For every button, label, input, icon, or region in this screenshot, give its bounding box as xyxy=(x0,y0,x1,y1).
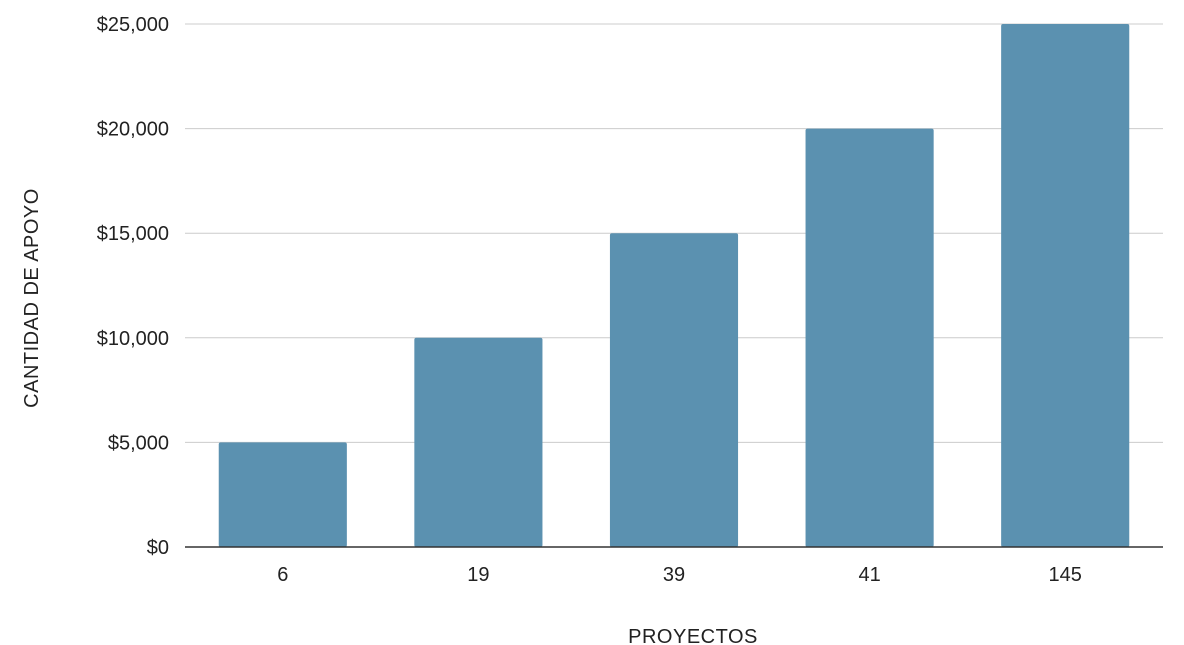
bar xyxy=(609,233,739,547)
x-tick-label: 39 xyxy=(663,564,685,586)
y-tick-label: $5,000 xyxy=(108,432,169,454)
y-tick-label: $10,000 xyxy=(97,328,169,350)
x-tick-label: 41 xyxy=(858,564,880,586)
y-tick-label: $25,000 xyxy=(97,14,169,36)
bar xyxy=(218,442,347,547)
x-tick-label: 145 xyxy=(1049,564,1082,586)
bar xyxy=(805,128,934,547)
y-tick-label: $20,000 xyxy=(97,119,169,141)
x-tick-layer: 6 19 39 41 145 xyxy=(277,564,1082,586)
bar xyxy=(1001,24,1130,547)
y-tick-label: $15,000 xyxy=(97,223,169,245)
y-tick-layer: $0 $5,000 $10,000 $15,000 $20,000 $25,000 xyxy=(97,14,169,559)
bar-layer xyxy=(218,24,1130,547)
y-axis-title: CANTIDAD DE APOYO xyxy=(21,188,43,408)
x-axis-title: PROYECTOS xyxy=(628,626,758,645)
x-tick-label: 6 xyxy=(277,564,288,586)
x-tick-label: 19 xyxy=(467,564,489,586)
bar xyxy=(414,337,543,547)
y-tick-label: $0 xyxy=(147,537,169,559)
